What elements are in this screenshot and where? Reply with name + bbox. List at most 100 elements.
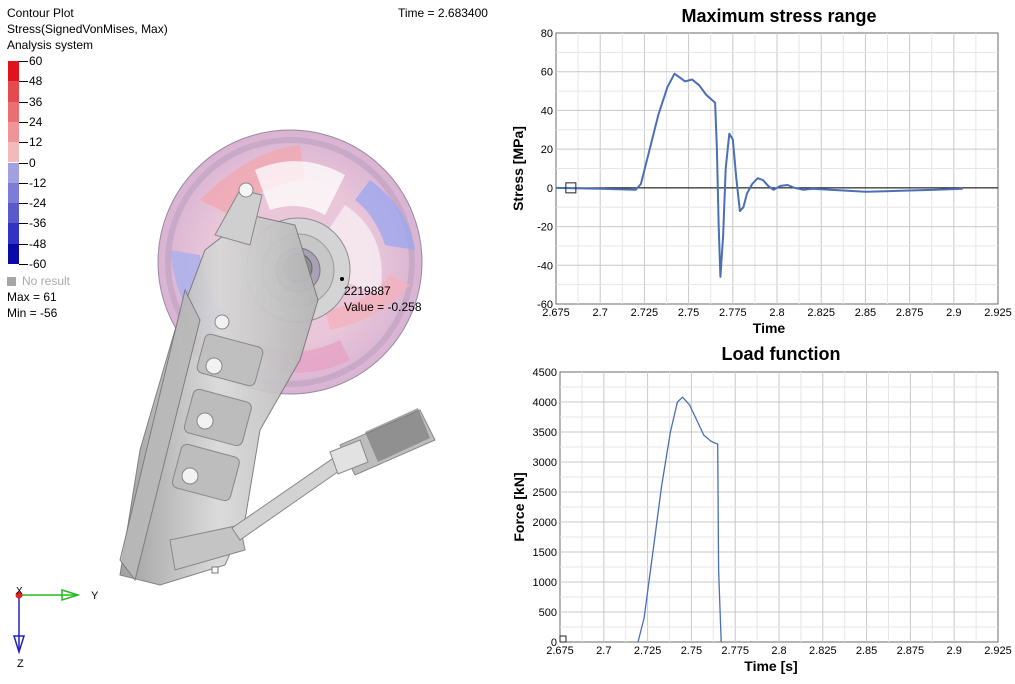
- legend-tick: [19, 121, 28, 123]
- tensioner-arm[interactable]: [119, 182, 319, 586]
- tensioner-model[interactable]: [0, 0, 508, 679]
- x-tick-label: 2.75: [681, 645, 702, 657]
- triad-x-label: X: [16, 586, 23, 597]
- x-tick-label: 2.875: [896, 307, 924, 319]
- legend-tick: [19, 243, 28, 245]
- chart-title: Load function: [722, 344, 841, 364]
- y-tick-label: -40: [537, 260, 553, 272]
- plot-title: Contour Plot: [7, 6, 74, 20]
- y-tick-label: 2500: [533, 487, 557, 499]
- chart-title: Maximum stress range: [681, 6, 876, 26]
- y-tick-label: 2000: [533, 517, 557, 529]
- no-result-swatch: [7, 277, 16, 286]
- legend-tick: [19, 101, 28, 103]
- probe-value: Value = -0.258: [344, 300, 422, 314]
- y-tick-label: 20: [541, 144, 553, 156]
- y-tick-label: 1000: [533, 577, 557, 589]
- axis-triad[interactable]: X Y Z: [8, 580, 118, 675]
- y-tick-label: 0: [551, 637, 557, 649]
- min-value: Min = -56: [7, 306, 58, 320]
- legend-swatch: [8, 243, 19, 264]
- model-viewport[interactable]: Contour Plot Stress(SignedVonMises, Max)…: [0, 0, 508, 679]
- y-tick-label: 60: [541, 67, 553, 79]
- y-axis-label: Stress [MPa]: [510, 126, 526, 211]
- legend-label: -24: [29, 196, 47, 211]
- legend-swatch: [8, 203, 19, 224]
- x-tick-label: 2.775: [719, 307, 747, 319]
- legend-label: 48: [29, 74, 43, 89]
- stress-chart: 2.675 2.7 2.725 2.75 2.775 2.8 2.825 2.85 2.875 2…: [510, 6, 1012, 336]
- legend-swatch: [8, 121, 19, 143]
- legend-swatch: [8, 81, 19, 102]
- legend-tick: [19, 61, 28, 62]
- x-tick-label: 2.825: [809, 645, 837, 657]
- legend-tick: [19, 203, 28, 205]
- charts-panel: 2.675 2.7 2.725 2.75 2.775 2.8 2.825 2.85 2.875 2…: [508, 0, 1015, 679]
- x-tick-label: 2.7: [596, 645, 611, 657]
- legend-label: 60: [29, 54, 43, 68]
- y-tick-label: -60: [537, 299, 553, 311]
- legend-tick: [19, 264, 28, 265]
- legend-label: 0: [29, 155, 36, 170]
- time-marker: [565, 182, 577, 194]
- legend-swatch: [8, 101, 19, 122]
- legend-tick: [19, 223, 28, 225]
- no-result-label: No result: [7, 274, 70, 288]
- y-tick-label: 0: [547, 183, 553, 195]
- y-tick-label: 3500: [533, 427, 557, 439]
- legend-label: -48: [29, 236, 47, 251]
- x-tick-label: 2.85: [855, 307, 876, 319]
- no-result-text: No result: [22, 274, 71, 288]
- x-tick-label: 2.8: [771, 645, 786, 657]
- time-marker: [559, 635, 567, 643]
- y-tick-label: 1500: [533, 547, 557, 559]
- x-tick-label: 2.725: [634, 645, 662, 657]
- y-tick-label: 4000: [533, 397, 557, 409]
- legend-label: -36: [29, 216, 47, 231]
- y-tick-label: -20: [537, 222, 553, 234]
- x-tick-label: 2.675: [542, 307, 570, 319]
- x-axis-label: Time [s]: [744, 658, 797, 674]
- charts-svg: 2.675 2.7 2.725 2.75 2.775 2.8 2.825 2.85 2.875 2…: [510, 6, 1012, 674]
- x-tick-label: 2.775: [721, 645, 749, 657]
- result-type: Stress(SignedVonMises, Max): [7, 22, 168, 36]
- y-axis-label: Force [kN]: [511, 472, 527, 541]
- x-tick-label: 2.875: [897, 645, 925, 657]
- legend-tick: [19, 162, 28, 164]
- triad-y-label: Y: [91, 590, 99, 602]
- y-tick-label: 3000: [533, 457, 557, 469]
- legend-swatch: [8, 142, 19, 163]
- legend-swatch: [8, 223, 19, 244]
- x-tick-label: 2.675: [546, 645, 574, 657]
- triad-y-arrow: [61, 588, 81, 602]
- load-chart: 2.675 2.7 2.725 2.75 2.775 2.8 2.825 2.85 2.875 2…: [511, 344, 1012, 674]
- legend-label: 36: [29, 94, 43, 109]
- triad-z-label: Z: [17, 658, 24, 670]
- x-tick-label: 2.9: [946, 307, 961, 319]
- series-line: [555, 72, 963, 278]
- y-tick-label: 500: [539, 607, 557, 619]
- x-tick-label: 2.85: [856, 645, 877, 657]
- legend-swatch: [8, 182, 19, 204]
- legend-label: 24: [29, 114, 43, 129]
- damper-rod[interactable]: [231, 408, 436, 541]
- x-tick-label: 2.925: [984, 307, 1012, 319]
- x-tick-label: 2.825: [807, 307, 835, 319]
- max-value: Max = 61: [7, 290, 57, 304]
- probe-node-id: 2219887: [344, 284, 391, 298]
- x-tick-label: 2.75: [678, 307, 699, 319]
- x-tick-label: 2.925: [984, 645, 1012, 657]
- x-tick-label: 2.7: [593, 307, 608, 319]
- legend-label: 12: [29, 135, 43, 150]
- triad-x-origin: [15, 591, 23, 599]
- legend-swatch: [8, 61, 19, 82]
- x-tick-label: 2.8: [769, 307, 784, 319]
- animation-time: Time = 2.683400: [398, 6, 488, 20]
- x-tick-label: 2.725: [631, 307, 659, 319]
- y-tick-label: 80: [541, 28, 553, 40]
- analysis-system: Analysis system: [7, 38, 94, 52]
- legend-label: -12: [29, 175, 47, 190]
- legend-tick: [19, 182, 28, 184]
- legend-label: -60: [29, 257, 47, 271]
